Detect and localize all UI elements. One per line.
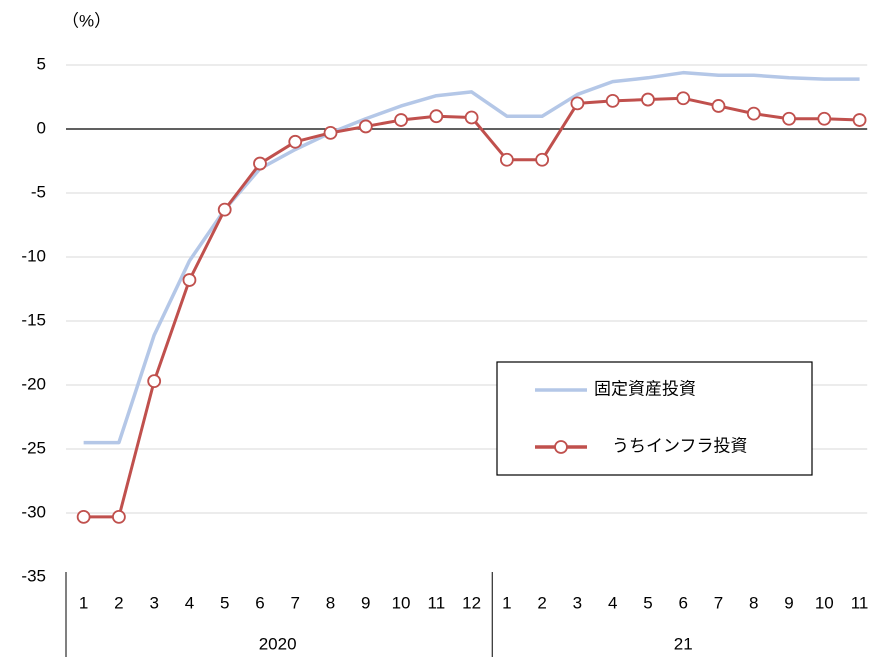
x-tick-label: 3 xyxy=(573,593,582,612)
series-marker xyxy=(323,125,338,140)
series-line xyxy=(83,70,860,445)
x-tick-label: 6 xyxy=(255,593,264,612)
series-marker xyxy=(358,119,373,134)
series-marker xyxy=(288,134,303,149)
x-tick-label: 3 xyxy=(149,593,158,612)
legend-label: 固定資産投資 xyxy=(594,379,696,398)
series-marker xyxy=(499,152,514,167)
x-tick-label: 5 xyxy=(220,593,229,612)
x-tick-label: 8 xyxy=(749,593,758,612)
series-marker xyxy=(253,156,267,171)
series-marker xyxy=(746,106,761,121)
y-tick-label: -25 xyxy=(21,438,46,457)
series-marker xyxy=(711,99,726,113)
x-tick-label: 1 xyxy=(79,593,88,612)
y-tick-label: -20 xyxy=(21,374,46,393)
y-tick-label: -5 xyxy=(31,182,46,201)
y-tick-label: -10 xyxy=(21,246,46,265)
year-label: 2020 xyxy=(259,634,297,653)
series-marker xyxy=(217,202,232,217)
series-marker xyxy=(605,93,620,108)
x-tick-label: 7 xyxy=(714,593,723,612)
legend-label: うちインフラ投資 xyxy=(612,436,748,455)
series-marker xyxy=(641,92,655,107)
series-marker xyxy=(782,111,796,126)
x-tick-label: 12 xyxy=(462,593,481,612)
series-marker xyxy=(147,374,162,389)
series-marker xyxy=(817,111,832,126)
unit-label: （%） xyxy=(62,11,111,30)
x-tick-label: 9 xyxy=(784,593,793,612)
x-tick-label: 2 xyxy=(114,593,123,612)
legend-box xyxy=(496,361,813,476)
y-tick-label: -35 xyxy=(21,566,46,585)
series-marker xyxy=(429,109,444,124)
x-tick-label: 4 xyxy=(185,593,194,612)
series-marker xyxy=(464,110,479,125)
x-tick-label: 5 xyxy=(643,593,652,612)
legend-marker xyxy=(554,440,568,454)
series-marker xyxy=(112,509,126,524)
x-tick-label: 11 xyxy=(428,593,446,612)
series-marker xyxy=(570,96,585,111)
y-tick-label: -15 xyxy=(21,310,46,329)
x-tick-label: 7 xyxy=(291,593,300,612)
x-tick-label: 10 xyxy=(815,593,834,612)
x-tick-label: 1 xyxy=(502,593,511,612)
series-marker xyxy=(852,113,867,127)
series-marker xyxy=(676,91,691,106)
series-marker xyxy=(394,113,408,127)
y-tick-label: 5 xyxy=(37,54,46,73)
x-tick-label: 4 xyxy=(608,593,617,612)
y-tick-label: 0 xyxy=(37,118,46,137)
x-tick-label: 6 xyxy=(678,593,687,612)
x-tick-label: 9 xyxy=(361,593,370,612)
series-marker xyxy=(182,273,197,287)
x-tick-label: 10 xyxy=(392,593,411,612)
series-marker xyxy=(535,152,550,167)
y-tick-label: -30 xyxy=(21,502,46,521)
x-tick-label: 2 xyxy=(537,593,546,612)
series-marker xyxy=(76,509,91,524)
year-label: 21 xyxy=(674,634,693,653)
x-tick-label: 8 xyxy=(326,593,335,612)
x-tick-label: 11 xyxy=(851,593,869,612)
